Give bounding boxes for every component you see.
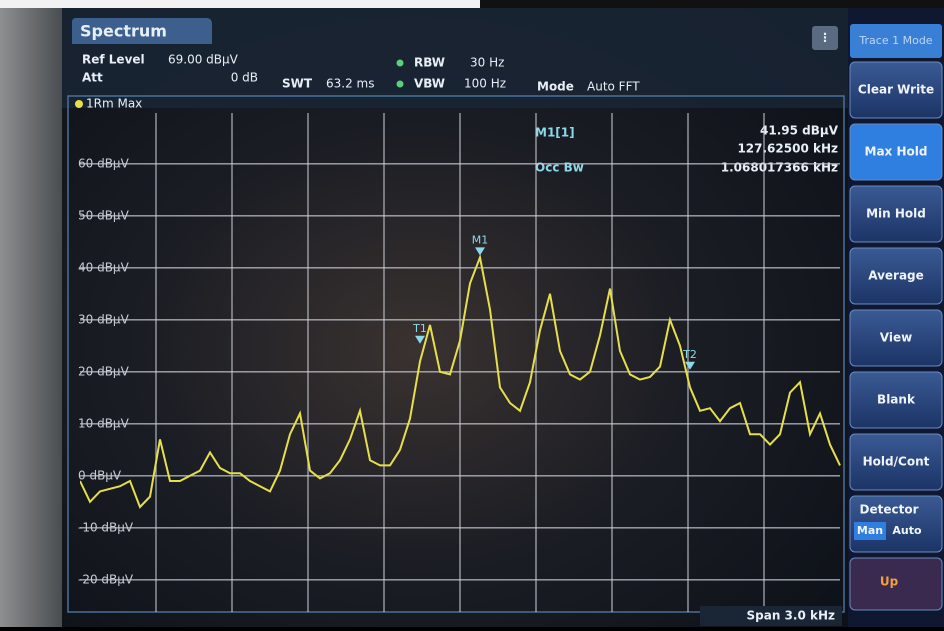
up-label: Up <box>880 575 899 589</box>
span: Span 3.0 kHz <box>747 609 836 623</box>
softkey-label: Blank <box>877 393 916 407</box>
softkey-label: Hold/Cont <box>863 455 930 469</box>
y-tick-label: 0 dBµV <box>78 468 122 482</box>
vbw-label: VBW <box>414 77 445 91</box>
y-tick-label: 40 dBµV <box>78 260 130 274</box>
softkey-label: Average <box>868 269 924 283</box>
detector-auto: Auto <box>892 524 922 537</box>
analyzer-screen: Spectrum ⋮ Ref Level 69.00 dBµV Att 0 dB… <box>0 0 944 627</box>
m1-level: 41.95 dBµV <box>760 124 839 138</box>
att: 0 dB <box>231 71 258 85</box>
trace-dot <box>75 100 83 108</box>
swt-label: SWT <box>282 77 313 91</box>
ref-level: 69.00 dBµV <box>168 53 239 67</box>
vbw: 100 Hz <box>464 77 506 91</box>
mode: Auto FFT <box>587 80 640 94</box>
top-strip <box>0 0 480 8</box>
detector-label: Detector <box>860 503 919 517</box>
page: Spectrum ⋮ Ref Level 69.00 dBµV Att 0 dB… <box>0 0 944 627</box>
m1-label: M1[1] <box>535 126 575 140</box>
vbw-dot <box>397 81 404 88</box>
y-tick-label: -20 dBµV <box>78 572 134 586</box>
mode-label: Mode <box>537 80 574 94</box>
softkey-label: Clear Write <box>858 83 934 97</box>
rbw-label: RBW <box>414 56 445 70</box>
softkey-label: Max Hold <box>865 145 928 159</box>
trace-label: 1Rm Max <box>86 97 142 111</box>
marker-label: T1 <box>412 322 427 335</box>
swt: 63.2 ms <box>326 77 374 91</box>
marker-label: T2 <box>682 348 697 361</box>
y-tick-label: 60 dBµV <box>78 156 130 170</box>
softkeys: Clear Write Max Hold Min Hold Average View Bl… <box>850 62 942 610</box>
rbw-dot <box>397 60 404 67</box>
occ-value: 1.068017366 kHz <box>721 161 838 175</box>
detector-man: Man <box>857 524 883 537</box>
y-tick-label: 30 dBµV <box>78 312 130 326</box>
marker-label: M1 <box>472 233 489 246</box>
menu-icon: ⋮ <box>819 31 831 45</box>
occ-label: Occ Bw <box>535 161 584 175</box>
softkey-label: Min Hold <box>866 207 926 221</box>
bezel <box>0 0 62 627</box>
y-tick-label: 50 dBµV <box>78 208 130 222</box>
y-tick-label: 10 dBµV <box>78 416 130 430</box>
softkey-title: Trace 1 Mode <box>858 34 932 47</box>
att-label: Att <box>82 71 103 85</box>
ref-level-label: Ref Level <box>82 53 145 67</box>
y-tick-label: 20 dBµV <box>78 364 130 378</box>
m1-freq: 127.62500 kHz <box>737 142 838 156</box>
y-tick-label: -10 dBµV <box>78 520 134 534</box>
rbw: 30 Hz <box>470 56 504 70</box>
softkey-label: View <box>880 331 912 345</box>
title: Spectrum <box>80 22 167 41</box>
